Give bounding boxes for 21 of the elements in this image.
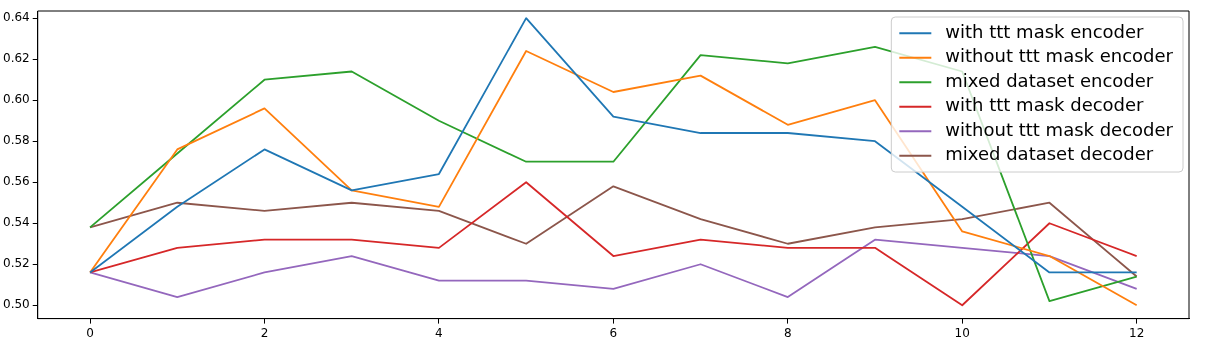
x-tick-label: 2 [260,325,269,340]
legend-label: with ttt mask encoder [945,20,1145,42]
x-tick-label: 10 [954,325,970,340]
y-tick-label: 0.64 [3,10,30,25]
y-tick-label: 0.54 [3,215,30,230]
x-tick-label: 12 [1129,325,1145,340]
legend-label: with ttt mask decoder [945,94,1145,116]
x-tick-label: 6 [609,325,618,340]
legend-label: mixed dataset decoder [945,143,1154,165]
legend-label: without ttt mask decoder [945,118,1174,140]
x-tick-label: 0 [86,325,94,340]
x-tick-label: 4 [435,325,443,340]
y-tick-label: 0.62 [3,51,30,66]
y-tick-label: 0.52 [3,256,30,271]
legend-label: mixed dataset encoder [945,69,1154,91]
y-tick-label: 0.58 [3,133,30,148]
y-tick-label: 0.60 [3,92,30,107]
y-tick-label: 0.56 [3,174,30,189]
y-tick-label: 0.50 [3,297,30,312]
legend-label: without ttt mask encoder [945,45,1174,67]
x-tick-label: 8 [783,325,792,340]
